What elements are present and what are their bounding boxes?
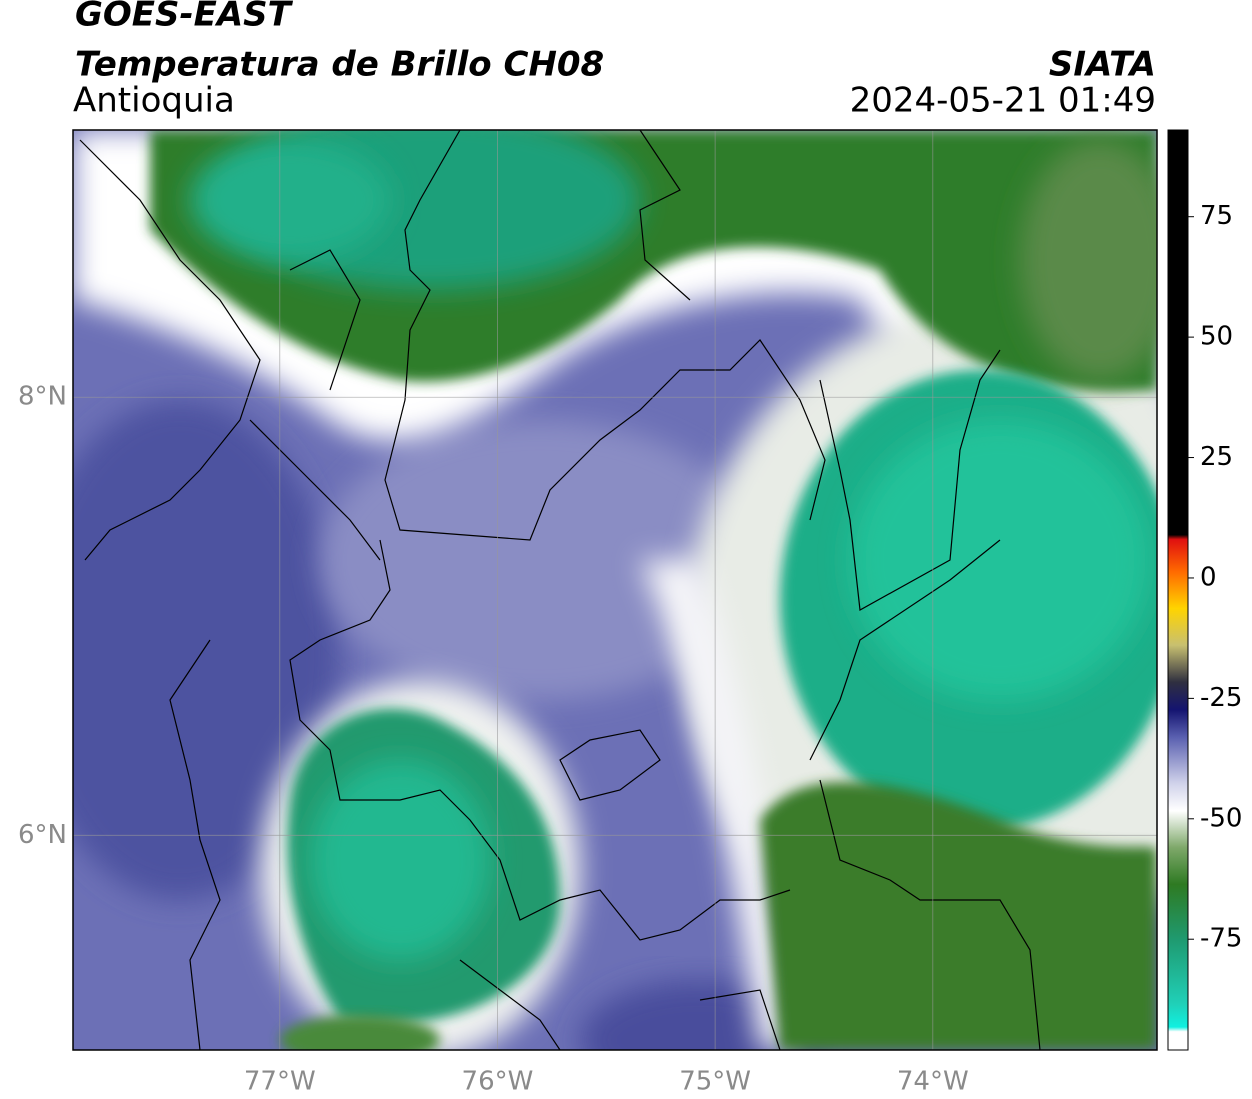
imagery xyxy=(73,130,1157,1050)
x-tick-label: 75°W xyxy=(679,1067,751,1097)
colorbar-tick-label: 50 xyxy=(1200,322,1233,352)
x-tick-label: 77°W xyxy=(244,1067,316,1097)
colorbar-tick-label: 0 xyxy=(1200,562,1217,592)
x-tick-label: 76°W xyxy=(462,1067,534,1097)
x-tick-label: 74°W xyxy=(897,1067,969,1097)
subtitle: Temperatura de Brillo CH08 xyxy=(75,45,604,85)
datetime: 2024-05-21 01:49 xyxy=(850,81,1156,121)
y-tick-label: 8°N xyxy=(18,382,67,412)
colorbar xyxy=(1167,129,1189,1051)
colorbar-tick-label: 25 xyxy=(1200,442,1233,472)
colorbar-tick-label: -50 xyxy=(1200,803,1242,833)
region: Antioquia xyxy=(73,81,235,121)
map-frame xyxy=(72,129,1158,1051)
colorbar-tick-label: 75 xyxy=(1200,201,1233,231)
y-tick-label: 6°N xyxy=(18,820,67,850)
source: SIATA xyxy=(1049,45,1156,85)
colorbar-tick-label: -75 xyxy=(1200,924,1242,954)
title: GOES-EAST xyxy=(75,0,294,35)
colorbar-tick-label: -25 xyxy=(1200,683,1242,713)
grid xyxy=(73,130,1157,1050)
